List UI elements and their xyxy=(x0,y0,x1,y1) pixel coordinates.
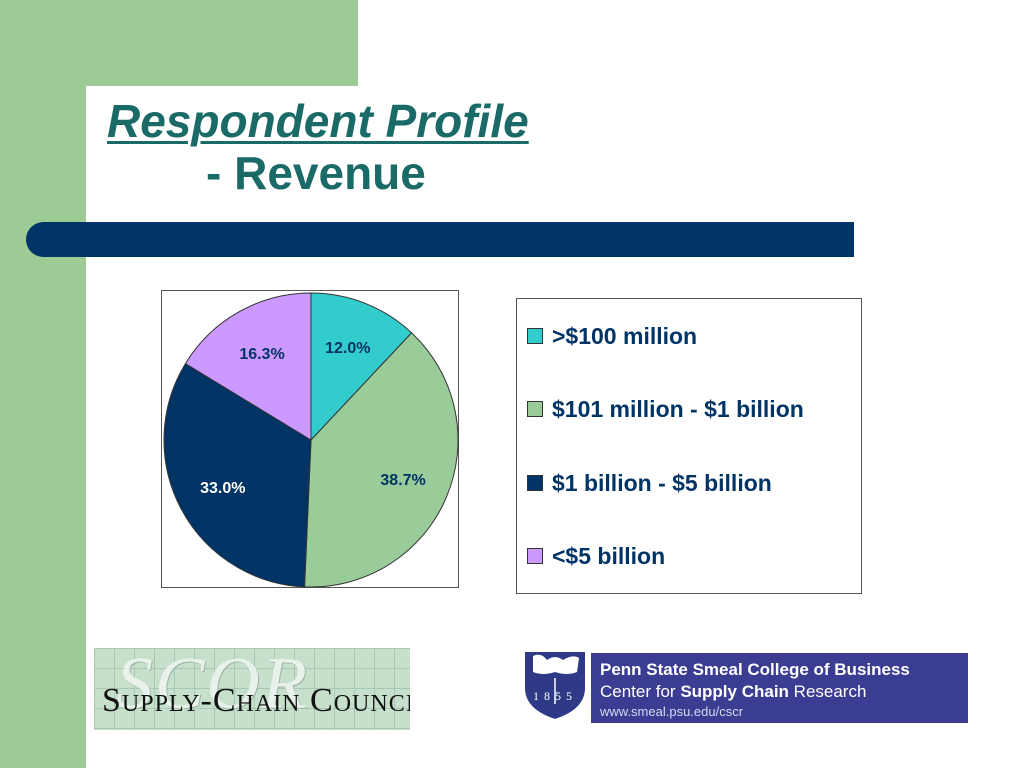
legend-swatch xyxy=(527,328,543,344)
legend-swatch xyxy=(527,401,543,417)
legend-swatch xyxy=(527,475,543,491)
legend-label: <$5 billion xyxy=(552,542,666,569)
pie-slice xyxy=(184,292,312,441)
psu-year-text: 1855 xyxy=(533,689,577,703)
pie-chart-frame: 12.0% 38.7% 33.0% 16.3% xyxy=(161,290,459,588)
scor-logo-subtitle: Supply-Chain Council xyxy=(102,682,410,719)
center-url: www.smeal.psu.edu/cscr xyxy=(600,704,744,719)
penn-state-shield-icon: 1855 xyxy=(523,650,587,722)
smeal-college-name: Penn State Smeal College of Business xyxy=(600,660,910,679)
center-name: Center for Supply Chain Research xyxy=(600,682,968,702)
pie-slice-label: 33.0% xyxy=(200,480,245,497)
pie-chart: 12.0% 38.7% 33.0% 16.3% xyxy=(163,292,459,588)
pie-slice-label: 12.0% xyxy=(325,340,370,357)
supply-chain-council-logo: SCOR Supply-Chain Council xyxy=(94,648,410,730)
legend-item: $1 billion - $5 billion xyxy=(527,468,772,498)
legend-label: $101 million - $1 billion xyxy=(552,395,804,422)
legend-label: $1 billion - $5 billion xyxy=(552,469,772,496)
pie-slice xyxy=(304,332,459,588)
legend-item: $101 million - $1 billion xyxy=(527,394,804,424)
chart-legend: >$100 million $101 million - $1 billion … xyxy=(516,298,862,594)
legend-swatch xyxy=(527,548,543,564)
slide-title: Respondent Profile xyxy=(107,95,529,147)
green-top-band xyxy=(0,0,358,86)
content-corner xyxy=(86,86,166,166)
pie-slice xyxy=(163,362,312,588)
center-name-bold: Supply Chain xyxy=(680,682,789,701)
pie-slice xyxy=(310,292,413,442)
legend-item: <$5 billion xyxy=(527,541,665,571)
legend-label: >$100 million xyxy=(552,322,698,349)
center-name-prefix: Center for xyxy=(600,682,681,701)
scor-logo-wordmark: SCOR xyxy=(116,648,309,725)
pie-slice-label: 16.3% xyxy=(239,346,284,363)
smeal-college-banner: Penn State Smeal College of Business Cen… xyxy=(591,653,968,723)
green-side-band xyxy=(0,0,86,768)
title-divider-bar xyxy=(26,222,854,257)
pie-slice-label: 38.7% xyxy=(380,472,425,489)
legend-item: >$100 million xyxy=(527,321,697,351)
center-name-suffix: Research xyxy=(788,682,867,701)
slide-subtitle: - Revenue xyxy=(206,147,426,199)
